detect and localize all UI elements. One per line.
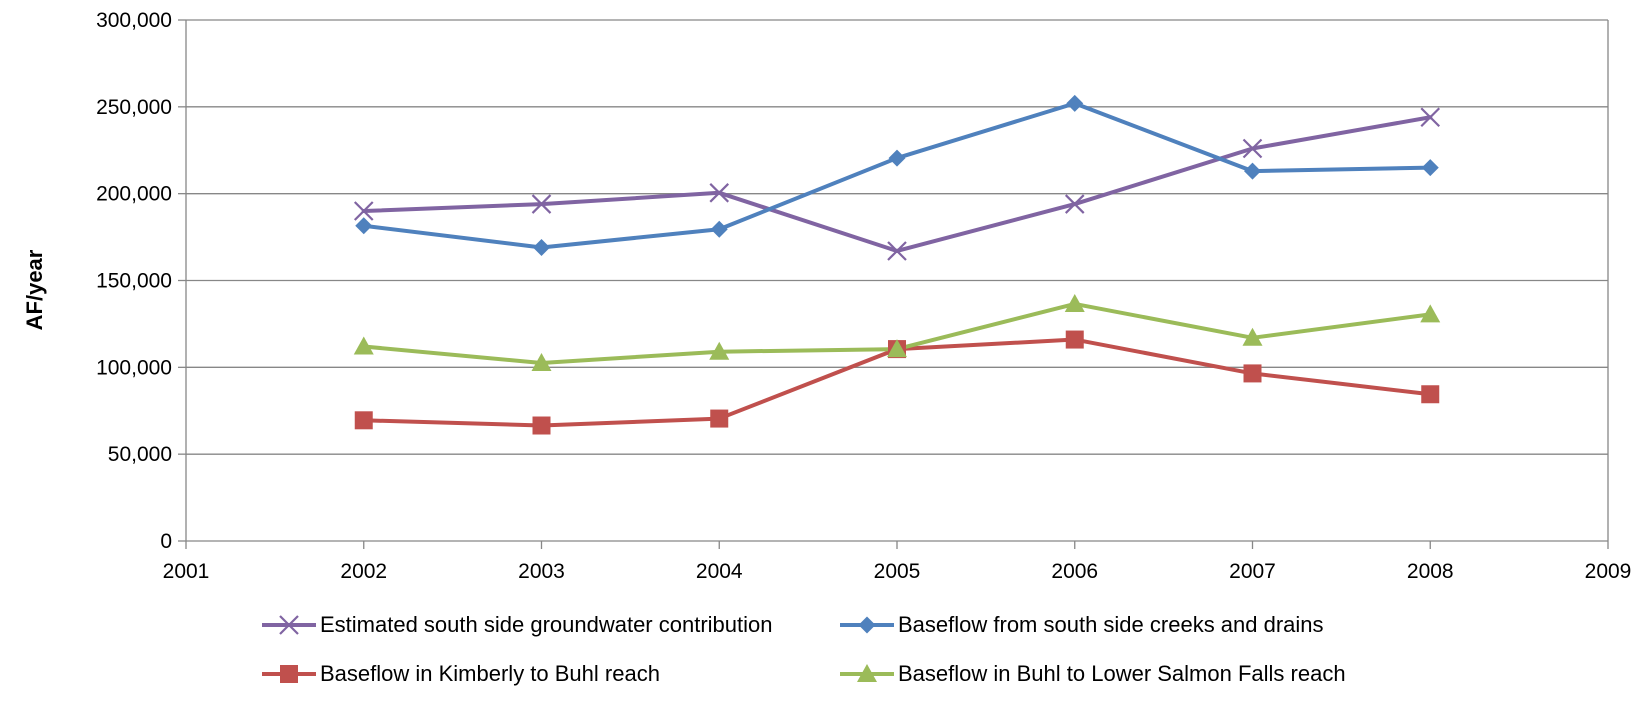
- legend-swatch-marker: [279, 615, 299, 635]
- data-point-series-2: [1244, 162, 1261, 180]
- data-point-series-4: [353, 336, 374, 355]
- y-tick-label: 50,000: [108, 443, 172, 466]
- legend-item: Estimated south side groundwater contrib…: [262, 612, 772, 637]
- legend-label: Baseflow in Buhl to Lower Salmon Falls r…: [898, 661, 1346, 686]
- data-point-series-2: [533, 239, 550, 257]
- data-point-series-4: [1242, 327, 1263, 346]
- data-point-series-1: [353, 201, 374, 221]
- legend-item: Baseflow in Buhl to Lower Salmon Falls r…: [840, 661, 1346, 686]
- x-tick-label: 2009: [1585, 560, 1632, 583]
- y-tick-label: 150,000: [96, 270, 172, 293]
- legend-swatch-marker-stroke-b: [279, 615, 299, 635]
- legend-label: Estimated south side groundwater contrib…: [320, 612, 772, 637]
- legend-swatch-marker: [858, 616, 876, 634]
- data-point-series-1-stroke-b: [887, 241, 907, 261]
- data-point-series-2: [1421, 159, 1439, 177]
- data-point-series-4: [709, 341, 730, 360]
- legend-item: Baseflow in Kimberly to Buhl reach: [262, 661, 660, 686]
- axes: [178, 19, 1609, 549]
- x-tick-label: 2004: [696, 560, 743, 583]
- data-point-series-3: [710, 409, 729, 428]
- x-tick-label: 2006: [1051, 560, 1098, 583]
- data-point-series-3: [1065, 330, 1084, 349]
- data-point-series-1: [1420, 107, 1441, 128]
- y-tick-label: 100,000: [96, 356, 172, 379]
- y-tick-label: 200,000: [96, 183, 172, 206]
- grid-lines: [186, 19, 1608, 455]
- x-tick-label: 2001: [163, 560, 210, 583]
- data-point-series-3: [1243, 364, 1262, 383]
- data-point-series-4: [1064, 293, 1085, 312]
- data-point-series-2: [710, 220, 728, 238]
- series-line-1: [361, 115, 1433, 253]
- data-point-series-1-stroke-b: [1242, 138, 1263, 159]
- data-point-series-1: [1242, 138, 1263, 159]
- data-point-series-2: [355, 217, 373, 235]
- legend-label: Baseflow from south side creeks and drai…: [898, 612, 1324, 637]
- series-line-2: [361, 101, 1433, 250]
- y-axis-title: AF/year: [22, 249, 47, 330]
- data-point-series-1-stroke-b: [1064, 194, 1085, 214]
- legend-swatch-marker: [857, 664, 877, 682]
- y-tick-label: 0: [160, 530, 172, 553]
- data-point-series-4: [887, 339, 907, 358]
- y-tick-label: 250,000: [96, 96, 172, 119]
- legend-label: Baseflow in Kimberly to Buhl reach: [320, 661, 660, 686]
- data-point-series-2: [888, 149, 906, 167]
- data-point-series-1: [531, 194, 552, 214]
- x-tick-label: 2008: [1407, 560, 1454, 583]
- data-point-series-1-stroke-b: [709, 183, 730, 203]
- data-point-series-1: [887, 241, 907, 261]
- x-tick-label: 2003: [518, 560, 565, 583]
- data-markers: [353, 94, 1441, 435]
- data-point-series-3: [1421, 385, 1440, 404]
- data-point-series-1: [1064, 194, 1085, 214]
- x-tick-label: 2002: [340, 560, 387, 583]
- data-point-series-4: [1420, 304, 1441, 323]
- x-tick-label: 2005: [874, 560, 921, 583]
- x-tick-label: 2007: [1229, 560, 1276, 583]
- data-point-series-1: [709, 183, 730, 203]
- data-point-series-4: [531, 352, 552, 371]
- data-point-series-1-stroke-b: [353, 201, 374, 221]
- legend-item: Baseflow from south side creeks and drai…: [840, 612, 1324, 637]
- data-point-series-1-stroke-b: [1420, 107, 1441, 128]
- data-point-series-2: [1066, 94, 1084, 112]
- data-point-series-3: [354, 411, 373, 430]
- y-tick-label: 300,000: [96, 9, 172, 32]
- data-point-series-1-stroke-b: [531, 194, 552, 214]
- data-point-series-3: [532, 416, 551, 435]
- legend-swatch-marker: [280, 665, 298, 683]
- legend: Estimated south side groundwater contrib…: [262, 612, 1346, 686]
- tick-labels: 0 50,000 100,000 150,000 200,000 250,000 300,0…: [96, 9, 1631, 583]
